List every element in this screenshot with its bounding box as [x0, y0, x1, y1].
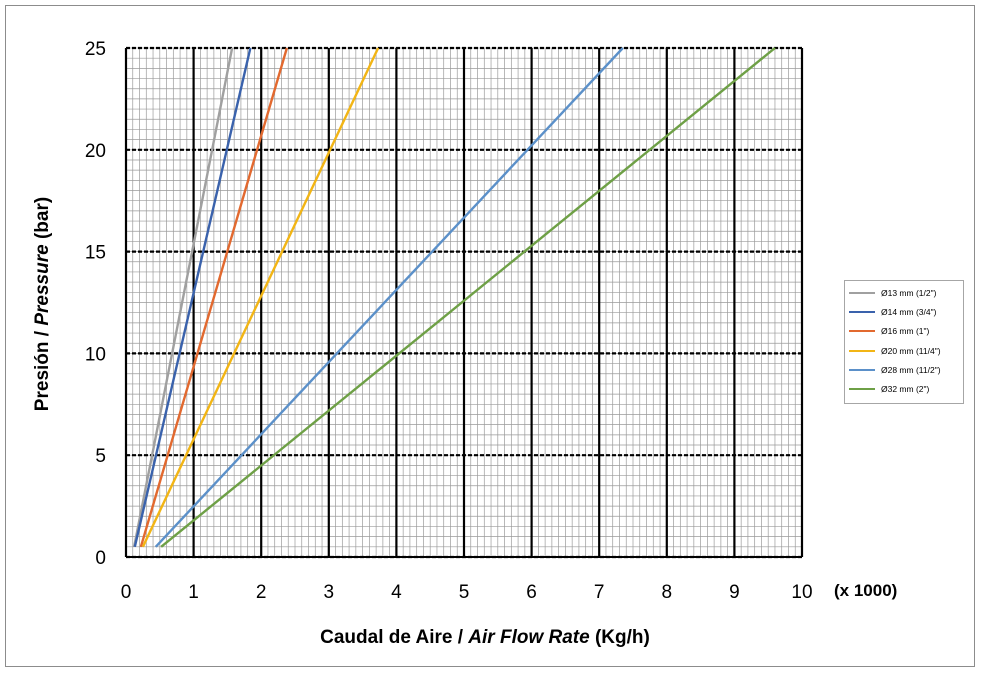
- x-axis-title: Caudal de Aire / Air Flow Rate (Kg/h): [320, 627, 650, 648]
- x-multiplier-label: (x 1000): [834, 581, 897, 600]
- major-grid: [124, 46, 804, 559]
- series-line: [139, 47, 289, 548]
- legend-swatch: [849, 292, 875, 294]
- legend-item: Ø20 mm (11/4"): [849, 344, 941, 358]
- y-tick-label: 5: [95, 446, 106, 467]
- legend-label: Ø16 mm (1"): [881, 326, 930, 337]
- x-tick-label: 6: [526, 582, 537, 603]
- y-axis-title: Presión / Pressure (bar): [32, 197, 53, 411]
- legend-label: Ø28 mm (11/2"): [881, 364, 941, 375]
- x-tick-label: 10: [791, 582, 812, 603]
- legend-item: Ø14 mm (3/4"): [849, 305, 936, 319]
- series-line: [133, 47, 252, 548]
- x-tick-label: 1: [188, 582, 199, 603]
- legend-swatch: [849, 330, 875, 333]
- y-tick-label: 0: [95, 548, 106, 569]
- legend-swatch: [849, 388, 875, 390]
- series-lines: [132, 47, 776, 548]
- x-tick-label: 3: [324, 582, 335, 603]
- y-tick-label: 25: [85, 39, 106, 60]
- x-tick-label: 7: [594, 582, 605, 603]
- y-tick-label: 20: [85, 141, 106, 162]
- legend-label: Ø13 mm (1/2"): [881, 288, 937, 298]
- series-line: [160, 47, 776, 548]
- x-tick-label: 0: [121, 582, 132, 603]
- legend-label: Ø20 mm (11/4"): [881, 345, 941, 356]
- axes: [125, 48, 802, 558]
- legend-swatch: [849, 368, 875, 371]
- y-tick-label: 15: [85, 243, 106, 264]
- tick-labels: 0 1 2 3 4 5 6 7 8 9 10 0 5 10 15 20 25: [85, 39, 813, 603]
- y-tick-label: 10: [85, 344, 106, 365]
- x-tick-label: 9: [729, 582, 740, 603]
- legend: Ø13 mm (1/2") Ø14 mm (3/4") Ø16 mm (1") Ø20…: [844, 280, 964, 404]
- legend-item: Ø32 mm (2"): [849, 382, 929, 396]
- legend-label: Ø32 mm (2"): [881, 384, 930, 394]
- legend-item: Ø16 mm (1"): [849, 324, 929, 338]
- x-tick-label: 5: [459, 582, 470, 603]
- legend-swatch: [849, 349, 875, 352]
- legend-item: Ø13 mm (1/2"): [849, 286, 936, 300]
- x-tick-label: 2: [256, 582, 267, 603]
- legend-label: Ø14 mm (3/4"): [881, 307, 937, 318]
- series-line: [154, 47, 624, 548]
- legend-swatch: [849, 311, 875, 314]
- x-tick-label: 8: [662, 582, 673, 603]
- x-tick-label: 4: [391, 582, 402, 603]
- legend-item: Ø28 mm (11/2"): [849, 363, 941, 377]
- series-line: [141, 47, 380, 548]
- series-line: [132, 47, 234, 548]
